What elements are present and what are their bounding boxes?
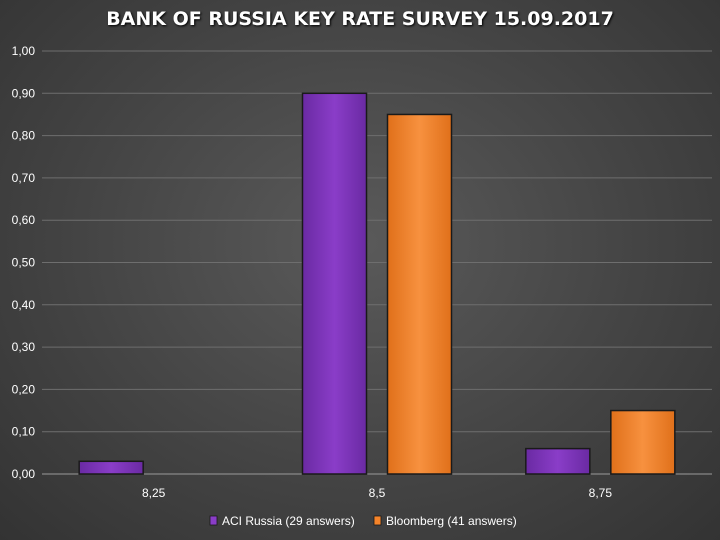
y-tick-label: 0,80 — [12, 129, 36, 143]
y-tick-label: 0,10 — [12, 425, 36, 439]
legend-swatch — [209, 515, 218, 526]
x-tick-label: 8,25 — [142, 486, 166, 500]
y-tick-label: 0,30 — [12, 340, 36, 354]
bars — [78, 92, 676, 475]
legend-swatch — [373, 515, 382, 526]
y-tick-label: 0,60 — [12, 213, 36, 227]
bar-series-2-8,5 — [386, 113, 453, 475]
legend-label: Bloomberg (41 answers) — [386, 514, 517, 528]
y-tick-label: 0,70 — [12, 171, 36, 185]
bar-series-1-8,75 — [525, 447, 591, 475]
y-tick-label: 0,40 — [12, 298, 36, 312]
chart-title: BANK OF RUSSIA KEY RATE SURVEY 15.09.201… — [106, 8, 614, 30]
y-tick-label: 0,20 — [12, 382, 36, 396]
bar-series-2-8,75 — [610, 409, 676, 475]
gridlines — [42, 50, 712, 475]
y-tick-label: 0,90 — [12, 86, 36, 100]
bar-series-1-8,5 — [301, 92, 368, 475]
bar-series-1-8,25 — [78, 460, 144, 475]
x-axis-tick-labels: 8,25 8,5 8,75 — [142, 486, 612, 500]
legend-label: ACI Russia (29 answers) — [222, 514, 355, 528]
legend: ACI Russia (29 answers) Bloomberg (41 ans… — [209, 514, 517, 528]
y-tick-label: 1,00 — [12, 44, 36, 58]
y-tick-label: 0,00 — [12, 467, 36, 481]
x-tick-label: 8,5 — [369, 486, 386, 500]
y-axis-tick-labels: 0,00 0,10 0,20 0,30 0,40 0,50 0,60 0,70 0,80 0,90… — [12, 44, 36, 481]
x-tick-label: 8,75 — [589, 486, 613, 500]
y-tick-label: 0,50 — [12, 256, 36, 270]
